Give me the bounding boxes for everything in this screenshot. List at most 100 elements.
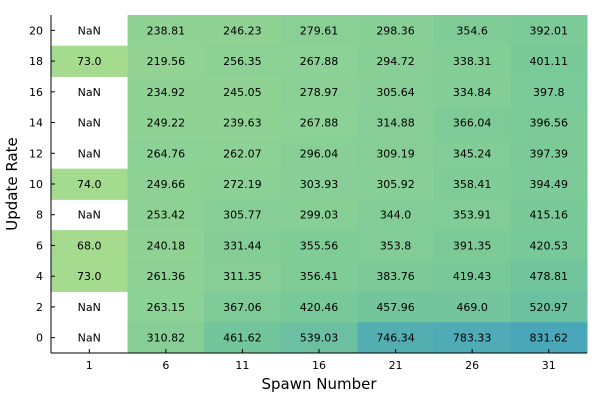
- heatmap-cell: [127, 107, 205, 139]
- heatmap-cell-label: 469.0: [456, 301, 488, 314]
- heatmap-cell-label: 303.93: [300, 178, 339, 191]
- heatmap-cell-label: 394.49: [529, 178, 568, 191]
- heatmap-cell-label: 314.88: [376, 117, 415, 130]
- heatmap-cell: [357, 45, 435, 77]
- x-tick-label: 16: [312, 359, 326, 372]
- heatmap-cell: [127, 15, 205, 47]
- y-tick-label: 4: [36, 270, 43, 283]
- heatmap-cell: [127, 230, 205, 262]
- x-tick-label: 6: [162, 359, 169, 372]
- heatmap-cell-label: 520.97: [529, 301, 568, 314]
- heatmap-cell-label: NaN: [78, 209, 101, 222]
- y-tick-label: 12: [29, 147, 43, 160]
- heatmap-cell: [204, 168, 282, 200]
- heatmap-cell: [280, 168, 358, 200]
- heatmap-cell-label: 249.66: [147, 178, 186, 191]
- heatmap-cell: [127, 199, 205, 231]
- heatmap-cell: [433, 137, 511, 170]
- heatmap-cell: [433, 291, 511, 323]
- x-tick-label: 11: [235, 359, 249, 372]
- heatmap-cell: [510, 107, 588, 139]
- heatmap-cell: [357, 199, 435, 231]
- heatmap-cell: [433, 322, 511, 354]
- heatmap-cell-label: 355.56: [300, 239, 339, 252]
- heatmap-cell-label: 397.39: [529, 147, 568, 160]
- heatmap-cell-label: 234.92: [147, 86, 186, 99]
- heatmap-cell: [280, 137, 358, 170]
- heatmap-cell: [433, 260, 511, 293]
- heatmap-cell-label: 239.63: [223, 117, 262, 130]
- heatmap-cell-label: 539.03: [300, 332, 339, 345]
- x-tick-label: 26: [465, 359, 479, 372]
- heatmap-cell-label: 353.91: [453, 209, 492, 222]
- heatmap-cell-label: 478.81: [529, 270, 568, 283]
- x-tick-label: 1: [86, 359, 93, 372]
- heatmap-cell-label: 367.06: [223, 301, 262, 314]
- heatmap-cell-label: 457.96: [376, 301, 415, 314]
- heatmap-cell: [51, 260, 129, 293]
- heatmap-cell: [204, 107, 282, 139]
- heatmap-cell-label: 219.56: [147, 55, 186, 68]
- heatmap-cell: [51, 168, 129, 200]
- heatmap-cell: [204, 76, 282, 108]
- heatmap-cell-label: 74.0: [77, 178, 102, 191]
- x-tick-label: 31: [542, 359, 556, 372]
- heatmap-cell-label: 267.88: [300, 55, 339, 68]
- heatmap-cell-label: 73.0: [77, 55, 102, 68]
- heatmap-cell: [510, 137, 588, 170]
- heatmap-cell: [127, 168, 205, 200]
- heatmap-cell-label: NaN: [78, 24, 101, 37]
- heatmap-cell-label: NaN: [78, 332, 101, 345]
- heatmap-cell-label: NaN: [78, 301, 101, 314]
- heatmap-cell: [280, 107, 358, 139]
- heatmap-cell-label: 299.03: [300, 209, 339, 222]
- heatmap-cell-label: 311.35: [223, 270, 262, 283]
- heatmap-cell: [510, 168, 588, 200]
- heatmap-cell: [433, 45, 511, 77]
- y-tick-label: 14: [29, 117, 43, 130]
- heatmap-cell-label: 253.42: [147, 209, 186, 222]
- heatmap-cell-label: 391.35: [453, 239, 492, 252]
- heatmap-cell-label: 278.97: [300, 86, 339, 99]
- heatmap-cell: [280, 45, 358, 77]
- y-tick-label: 0: [36, 332, 43, 345]
- heatmap-cell: [433, 107, 511, 139]
- heatmap-cell: [204, 45, 282, 77]
- heatmap-cell: [510, 230, 588, 262]
- heatmap-cell-label: 420.46: [300, 301, 339, 314]
- heatmap-cell-label: 305.64: [376, 86, 415, 99]
- heatmap-cell-label: 356.41: [300, 270, 339, 283]
- heatmap-cell-label: 279.61: [300, 24, 339, 37]
- heatmap-cell-label: 831.62: [529, 332, 568, 345]
- heatmap-cell: [204, 322, 282, 354]
- y-tick-label: 16: [29, 86, 43, 99]
- heatmap-cell-label: 309.19: [376, 147, 415, 160]
- heatmap-cell-label: 397.8: [533, 86, 565, 99]
- heatmap-cell-label: NaN: [78, 86, 101, 99]
- x-tick-label: 21: [389, 359, 403, 372]
- y-tick-label: 8: [36, 209, 43, 222]
- heatmap-cell: [510, 322, 588, 354]
- heatmap-cell-label: 245.05: [223, 86, 262, 99]
- heatmap-cell-label: 415.16: [529, 209, 568, 222]
- heatmap-cell: [204, 199, 282, 231]
- heatmap-cell: [127, 260, 205, 293]
- heatmap-cell: [280, 230, 358, 262]
- heatmap-cell-label: 746.34: [376, 332, 415, 345]
- heatmap-cell-label: 310.82: [147, 332, 186, 345]
- heatmap-cell-label: 354.6: [456, 24, 488, 37]
- heatmap-cell: [204, 230, 282, 262]
- heatmap-cell: [357, 322, 435, 354]
- heatmap-cell-labels: NaN 238.81 246.23 279.61 298.36 354.6 392.01 73…: [77, 24, 568, 344]
- y-tick-label: 20: [29, 24, 43, 37]
- heatmap-cell-label: 783.33: [453, 332, 492, 345]
- heatmap-cell-label: 338.31: [453, 55, 492, 68]
- y-tick-label: 6: [36, 239, 43, 252]
- heatmap-cells: [51, 15, 588, 354]
- heatmap-cell: [357, 168, 435, 200]
- heatmap-cell: [204, 15, 282, 47]
- heatmap-cell: [510, 199, 588, 231]
- heatmap-cell: [280, 199, 358, 231]
